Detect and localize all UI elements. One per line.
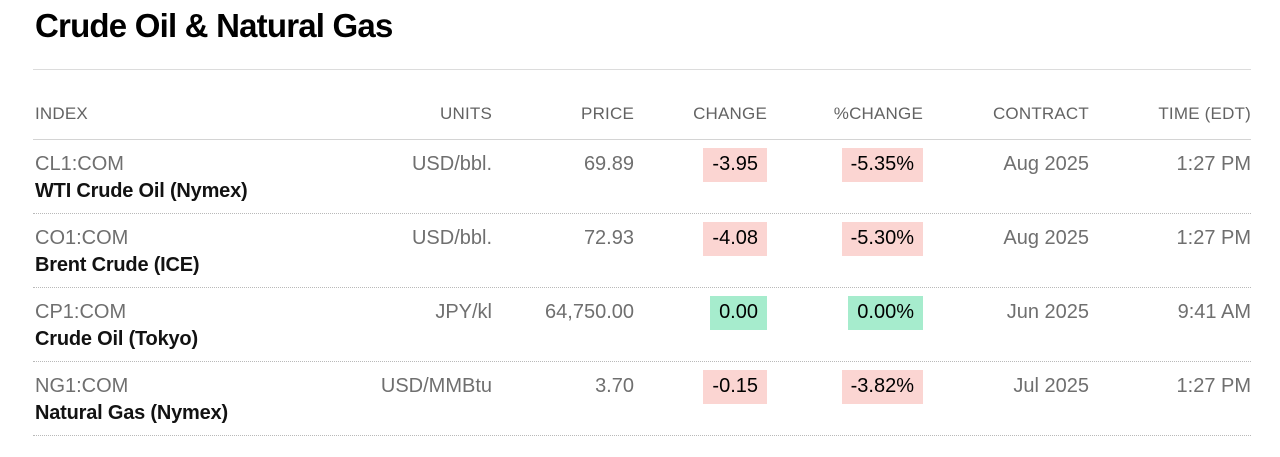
change-badge: 0.00 <box>710 296 767 330</box>
ticker-link[interactable]: CP1:COM <box>35 301 127 323</box>
pct-change-cell: -5.35% <box>767 140 923 213</box>
pct-change-cell: -5.30% <box>767 214 923 287</box>
contract-cell: Aug 2025 <box>1003 227 1089 249</box>
instrument-name: Natural Gas (Nymex) <box>35 402 228 424</box>
ticker-link[interactable]: CL1:COM <box>35 153 124 175</box>
units-cell: USD/bbl. <box>411 153 492 175</box>
contract-cell: Aug 2025 <box>1003 153 1089 175</box>
index-cell: NG1:COM Natural Gas (Nymex) <box>33 362 363 435</box>
units-cell: USD/bbl. <box>411 227 492 249</box>
column-header-units: UNITS <box>440 104 492 123</box>
change-cell: -0.15 <box>634 362 767 435</box>
pct-change-badge: -5.35% <box>841 148 923 182</box>
pct-change-badge: -5.30% <box>841 222 923 256</box>
price-cell: 72.93 <box>583 227 634 249</box>
page-title-section: Crude Oil & Natural Gas <box>33 0 1251 70</box>
instrument-name: Crude Oil (Tokyo) <box>35 328 198 350</box>
change-badge: -3.95 <box>703 148 767 182</box>
time-cell: 1:27 PM <box>1176 227 1251 249</box>
instrument-name: WTI Crude Oil (Nymex) <box>35 180 248 202</box>
index-cell: CO1:COM Brent Crude (ICE) <box>33 214 363 287</box>
time-cell: 9:41 AM <box>1177 301 1251 323</box>
price-cell: 69.89 <box>583 153 634 175</box>
change-badge: -0.15 <box>703 370 767 404</box>
table-row: CO1:COM Brent Crude (ICE) USD/bbl. 72.93… <box>33 214 1251 288</box>
change-cell: 0.00 <box>634 288 767 361</box>
ticker-link[interactable]: CO1:COM <box>35 227 129 249</box>
page-title: Crude Oil & Natural Gas <box>35 7 393 44</box>
price-cell: 3.70 <box>595 375 634 397</box>
pct-change-badge: 0.00% <box>848 296 923 330</box>
column-header-pct-change: %CHANGE <box>833 104 923 123</box>
time-cell: 1:27 PM <box>1176 375 1251 397</box>
column-header-price: PRICE <box>581 104 634 123</box>
change-badge: -4.08 <box>703 222 767 256</box>
price-cell: 64,750.00 <box>545 301 634 323</box>
table-body: CL1:COM WTI Crude Oil (Nymex) USD/bbl. 6… <box>33 140 1251 436</box>
change-cell: -3.95 <box>634 140 767 213</box>
instrument-name: Brent Crude (ICE) <box>35 254 200 276</box>
commodities-table: INDEX UNITS PRICE CHANGE %CHANGE CONTRAC… <box>33 70 1251 436</box>
time-cell: 1:27 PM <box>1176 153 1251 175</box>
contract-cell: Jul 2025 <box>1013 375 1089 397</box>
table-row: CP1:COM Crude Oil (Tokyo) JPY/kl 64,750.… <box>33 288 1251 362</box>
change-cell: -4.08 <box>634 214 767 287</box>
pct-change-cell: 0.00% <box>767 288 923 361</box>
index-cell: CP1:COM Crude Oil (Tokyo) <box>33 288 363 361</box>
table-header-row: INDEX UNITS PRICE CHANGE %CHANGE CONTRAC… <box>33 70 1251 140</box>
commodities-page: Crude Oil & Natural Gas INDEX UNITS PRIC… <box>33 0 1251 436</box>
table-row: NG1:COM Natural Gas (Nymex) USD/MMBtu 3.… <box>33 362 1251 436</box>
column-header-time: TIME (EDT) <box>1158 104 1251 123</box>
table-row: CL1:COM WTI Crude Oil (Nymex) USD/bbl. 6… <box>33 140 1251 214</box>
units-cell: USD/MMBtu <box>380 375 492 397</box>
column-header-change: CHANGE <box>693 104 767 123</box>
units-cell: JPY/kl <box>435 301 492 323</box>
column-header-contract: CONTRACT <box>992 104 1089 123</box>
pct-change-badge: -3.82% <box>841 370 923 404</box>
pct-change-cell: -3.82% <box>767 362 923 435</box>
column-header-index: INDEX <box>35 104 88 123</box>
index-cell: CL1:COM WTI Crude Oil (Nymex) <box>33 140 363 213</box>
ticker-link[interactable]: NG1:COM <box>35 375 129 397</box>
contract-cell: Jun 2025 <box>1006 301 1089 323</box>
